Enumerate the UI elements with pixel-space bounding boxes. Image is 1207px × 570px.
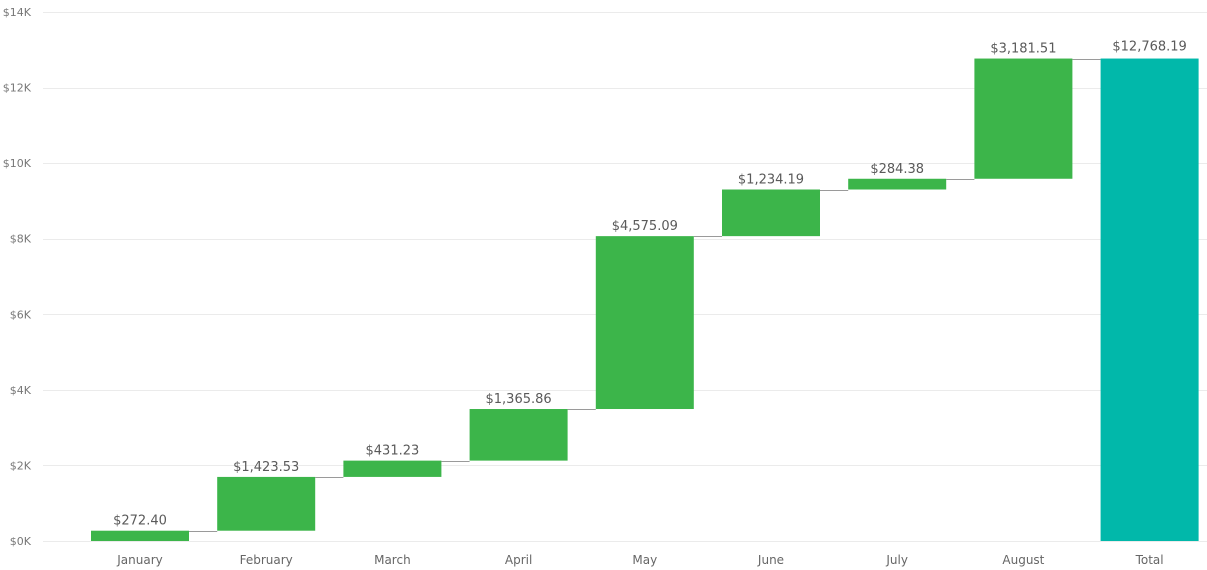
bars bbox=[91, 58, 1199, 541]
data-label-march: $431.23 bbox=[366, 444, 420, 459]
data-labels: $272.40 $1,423.53 $431.23 $1,365.86 $4,575.0… bbox=[113, 40, 1187, 529]
y-tick-label: $14K bbox=[3, 6, 32, 19]
x-tick-label: January bbox=[116, 553, 163, 567]
y-tick-label: $4K bbox=[10, 384, 32, 397]
x-tick-label: June bbox=[757, 553, 784, 567]
y-tick-label: $10K bbox=[3, 157, 32, 170]
data-label-february: $1,423.53 bbox=[233, 460, 299, 475]
data-label-july: $284.38 bbox=[870, 162, 924, 177]
y-tick-label: $12K bbox=[3, 82, 32, 95]
x-tick-label: May bbox=[632, 553, 657, 567]
data-label-may: $4,575.09 bbox=[612, 219, 678, 234]
axes: $0K $2K $4K $6K $8K $10K $12K $14K January Februa… bbox=[3, 6, 1164, 567]
y-tick-label: $6K bbox=[10, 308, 32, 321]
x-tick-label: March bbox=[374, 553, 411, 567]
bar-july[interactable] bbox=[848, 178, 947, 190]
bar-total[interactable] bbox=[1100, 58, 1199, 541]
y-tick-label: $0K bbox=[10, 535, 32, 548]
x-tick-label-total: Total bbox=[1135, 553, 1164, 567]
connectors bbox=[189, 59, 1101, 532]
y-tick-label: $8K bbox=[10, 233, 32, 246]
bar-august[interactable] bbox=[974, 58, 1073, 179]
x-tick-label: July bbox=[885, 553, 908, 567]
x-tick-label: April bbox=[505, 553, 532, 567]
bar-june[interactable] bbox=[722, 189, 820, 237]
x-tick-label: August bbox=[1002, 553, 1044, 567]
data-label-total: $12,768.19 bbox=[1112, 40, 1186, 55]
data-label-january: $272.40 bbox=[113, 514, 167, 529]
data-label-august: $3,181.51 bbox=[990, 42, 1056, 57]
bar-may[interactable] bbox=[595, 236, 694, 410]
bar-march[interactable] bbox=[343, 460, 442, 477]
data-label-june: $1,234.19 bbox=[738, 173, 804, 188]
bar-january[interactable] bbox=[91, 530, 189, 541]
data-label-april: $1,365.86 bbox=[486, 392, 552, 407]
x-tick-label: February bbox=[240, 553, 293, 567]
bar-february[interactable] bbox=[217, 476, 316, 531]
bar-april[interactable] bbox=[469, 409, 568, 461]
y-tick-label: $2K bbox=[10, 459, 32, 472]
